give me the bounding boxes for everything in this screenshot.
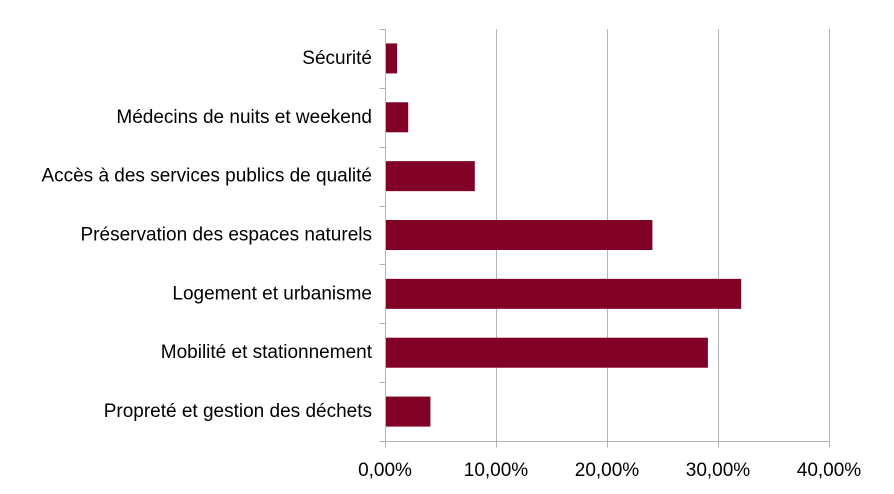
category-label: Sécurité [302, 48, 372, 69]
x-tick-label: 0,00% [358, 460, 412, 481]
category-labels: Sécurité Médecins de nuits et weekend Accè… [41, 48, 372, 422]
x-tick-label: 10,00% [464, 460, 529, 481]
x-tick-label: 40,00% [797, 460, 862, 481]
bar [386, 278, 742, 309]
bar [386, 161, 475, 192]
category-label: Mobilité et stationnement [161, 342, 373, 363]
category-label: Préservation des espaces naturels [81, 225, 373, 246]
bar [386, 396, 431, 427]
category-label: Logement et urbanisme [172, 283, 372, 304]
x-tick-labels: 0,00% 10,00% 20,00% 30,00% 40,00% [358, 460, 861, 481]
category-label: Propreté et gestion des déchets [104, 401, 372, 422]
category-label: Accès à des services publics de qualité [41, 166, 372, 187]
x-tick-label: 20,00% [575, 460, 640, 481]
bar [386, 337, 708, 368]
axes [379, 29, 830, 448]
bar [386, 220, 653, 250]
category-label: Médecins de nuits et weekend [116, 107, 372, 128]
x-tick-label: 30,00% [686, 460, 751, 481]
bar [386, 43, 398, 74]
bars [386, 43, 742, 427]
bar [386, 102, 409, 133]
